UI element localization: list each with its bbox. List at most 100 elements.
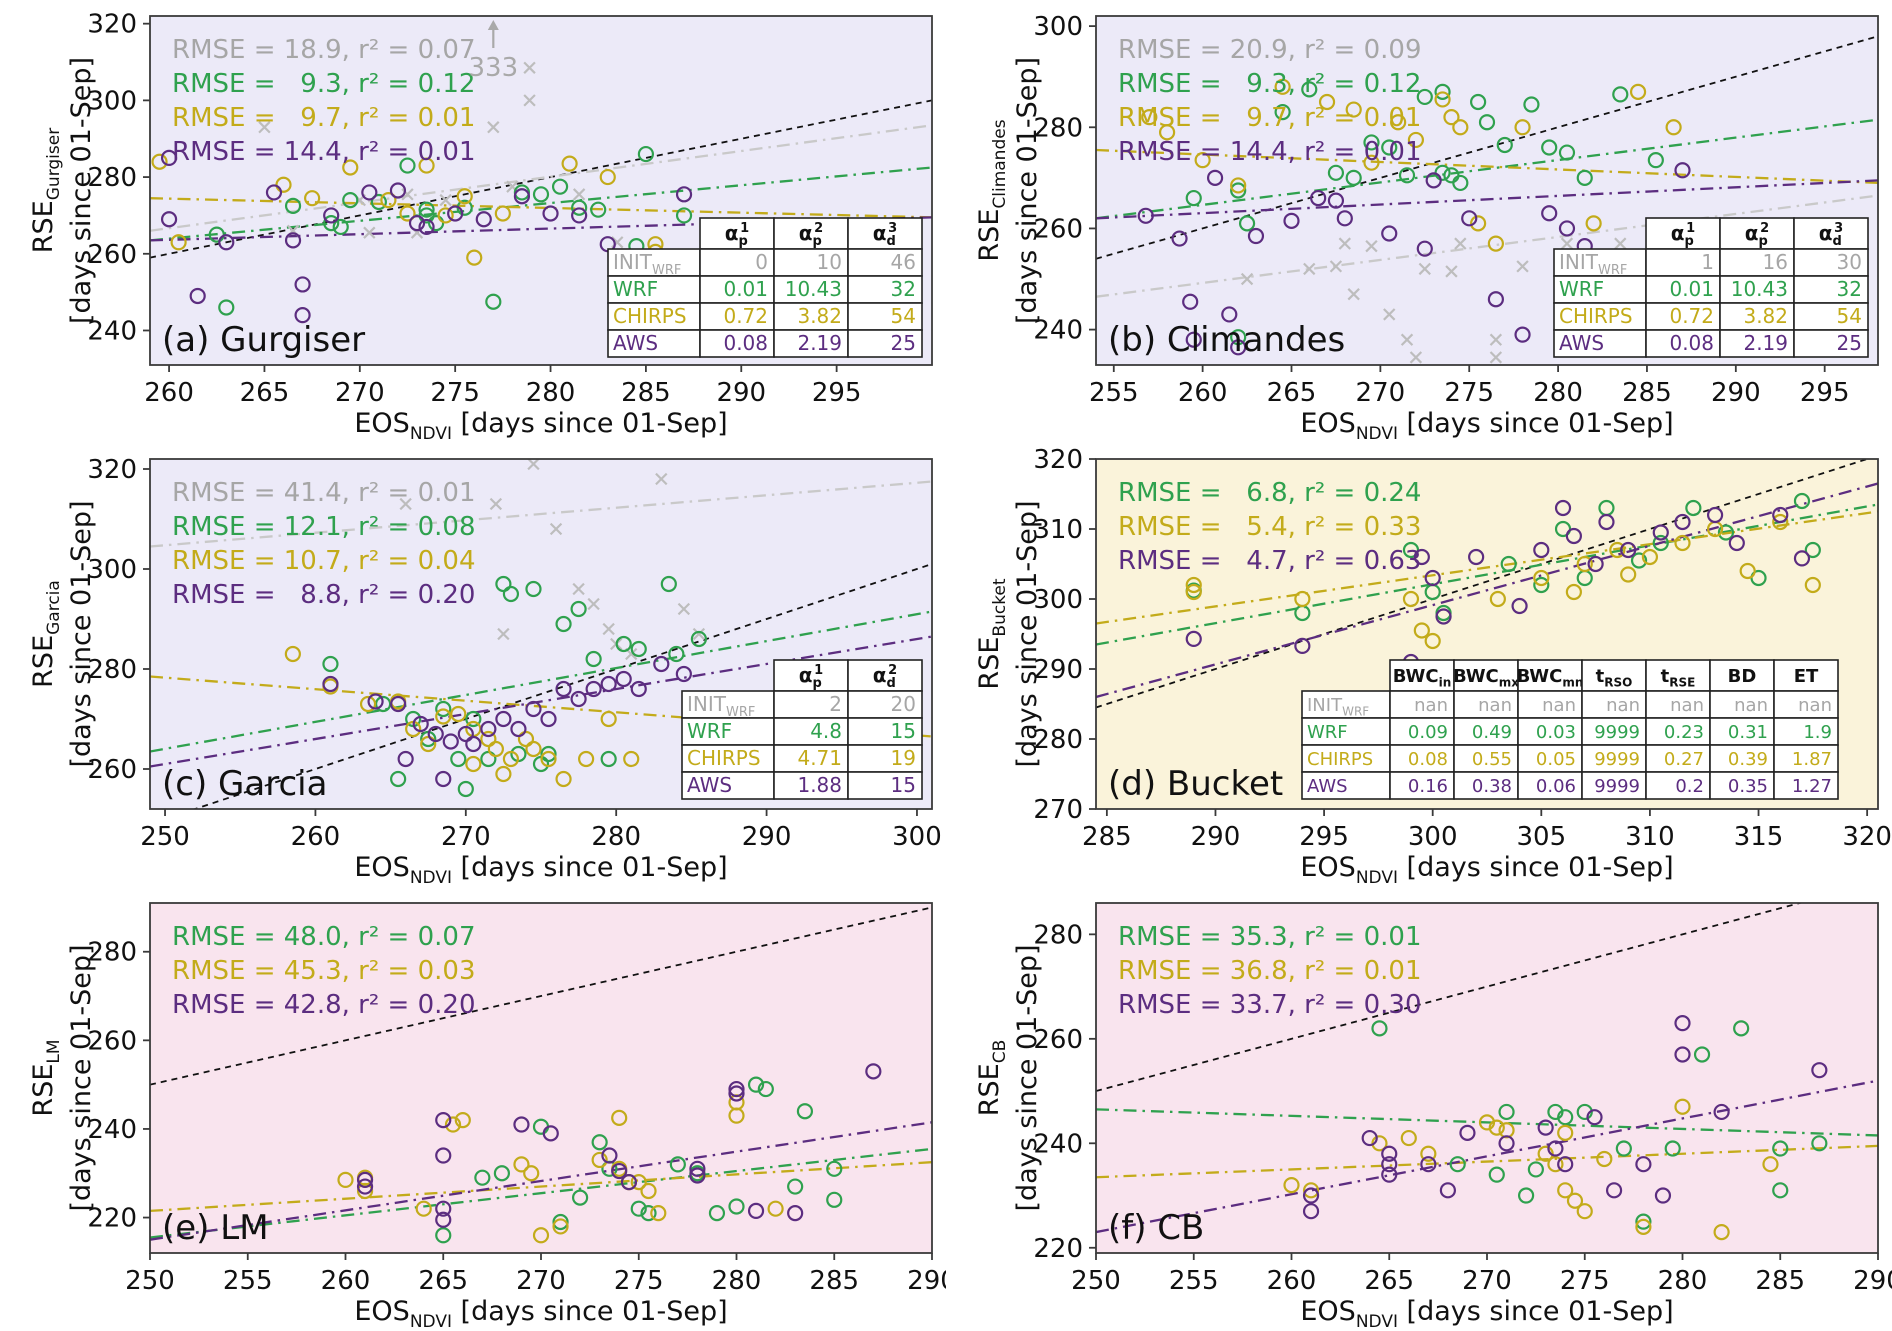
stats-line-gray: RMSE = 20.9, r² = 0.09 bbox=[1118, 35, 1421, 65]
circle-marker bbox=[689, 1167, 706, 1184]
cross-marker bbox=[587, 597, 600, 611]
circle-marker bbox=[1413, 622, 1430, 639]
table-header-cell bbox=[847, 659, 923, 692]
circle-marker bbox=[435, 1147, 452, 1164]
table-value: 0.2 bbox=[1675, 776, 1704, 797]
table-value: 0.35 bbox=[1728, 776, 1768, 797]
circle-marker bbox=[361, 184, 378, 201]
circle-marker bbox=[525, 740, 542, 758]
cross-marker bbox=[1329, 260, 1343, 273]
regression-line-purple bbox=[150, 635, 932, 768]
x-tick-label: 280 bbox=[1658, 1266, 1708, 1296]
circle-marker bbox=[1371, 1020, 1388, 1037]
stats-line-gray: RMSE = 41.4, r² = 0.01 bbox=[172, 478, 475, 508]
table-header-label: BWCmx bbox=[1453, 666, 1519, 690]
table-header-label: αd3 bbox=[873, 221, 897, 249]
x-tick-label: 275 bbox=[430, 378, 480, 408]
x-tick-label: 275 bbox=[1444, 378, 1494, 408]
circle-marker bbox=[359, 695, 377, 713]
cross-marker bbox=[1365, 239, 1378, 253]
circle-marker bbox=[1185, 189, 1202, 207]
circle-marker bbox=[600, 710, 617, 728]
circle-marker bbox=[1185, 630, 1202, 647]
circle-marker bbox=[1452, 119, 1469, 136]
circle-marker bbox=[1443, 109, 1460, 126]
axes-frame bbox=[1095, 15, 1879, 366]
cross-marker bbox=[399, 497, 412, 511]
table-value-cell bbox=[773, 690, 849, 719]
table-value-cell bbox=[1453, 744, 1519, 773]
table-value: 19 bbox=[891, 746, 916, 770]
circle-marker bbox=[408, 214, 426, 232]
cross-marker bbox=[1409, 351, 1423, 364]
circle-marker bbox=[525, 700, 542, 718]
y-tick-label: 300 bbox=[87, 555, 137, 585]
scatter-purple bbox=[1137, 162, 1691, 356]
circle-marker bbox=[689, 1160, 706, 1177]
table-row-label: AWS bbox=[1559, 331, 1604, 355]
circle-marker bbox=[1772, 506, 1789, 524]
table-header-label: ET bbox=[1794, 666, 1819, 687]
circle-marker bbox=[474, 1169, 491, 1186]
table-value: 10 bbox=[817, 250, 842, 274]
x-tick-label: 295 bbox=[1299, 822, 1349, 852]
circle-marker bbox=[1728, 534, 1745, 552]
cross-marker bbox=[677, 602, 691, 616]
x-tick-label: 295 bbox=[812, 378, 862, 408]
circle-marker bbox=[1206, 169, 1224, 186]
table-header-cell bbox=[1793, 217, 1869, 250]
circle-marker bbox=[1713, 1224, 1730, 1241]
circle-marker bbox=[1137, 207, 1154, 224]
circle-marker bbox=[1318, 93, 1336, 111]
cross-marker bbox=[572, 188, 586, 201]
panel-c-chart: 250 260 270 280 290 300 260 280 300 320 EOSNDVI [d… bbox=[28, 455, 942, 887]
circle-marker bbox=[1586, 1109, 1603, 1126]
circle-marker bbox=[728, 1107, 745, 1124]
circle-marker bbox=[1514, 326, 1531, 343]
circle-marker bbox=[1345, 101, 1362, 118]
table-row-label-cell bbox=[607, 329, 701, 358]
circle-marker bbox=[1652, 534, 1669, 552]
table-value-cell bbox=[1773, 771, 1839, 800]
circle-marker bbox=[502, 750, 520, 768]
table-value: 1.87 bbox=[1792, 749, 1832, 770]
circle-marker bbox=[1487, 235, 1504, 252]
circle-marker bbox=[1674, 162, 1691, 179]
circle-marker bbox=[640, 1182, 657, 1200]
table-value-cell bbox=[1517, 690, 1583, 719]
circle-marker bbox=[493, 1165, 510, 1182]
circle-marker bbox=[437, 207, 454, 224]
x-axis-label: EOSNDVI [days since 01-Sep] bbox=[1300, 852, 1673, 887]
table-value-cell bbox=[1709, 771, 1775, 800]
stats-line-green: RMSE = 35.3, r² = 0.01 bbox=[1118, 922, 1421, 952]
table-value-cell bbox=[773, 329, 849, 358]
stats-line-gray: RMSE = 18.9, r² = 0.07 bbox=[172, 35, 475, 65]
table-value: 46 bbox=[891, 250, 916, 274]
circle-marker bbox=[1693, 1046, 1711, 1063]
circle-marker bbox=[1158, 124, 1176, 141]
circle-marker bbox=[796, 1103, 814, 1120]
circle-marker bbox=[1274, 104, 1291, 121]
table-row-label-cell bbox=[681, 690, 775, 719]
table-value: 1 bbox=[1701, 250, 1714, 274]
circle-marker bbox=[1541, 139, 1558, 156]
table-row-label: WRF bbox=[1559, 277, 1604, 301]
circle-marker bbox=[540, 750, 557, 768]
cross-marker bbox=[1338, 237, 1351, 250]
table-value-cell bbox=[847, 690, 923, 719]
y-tick-label: 240 bbox=[1033, 316, 1083, 346]
circle-marker bbox=[1424, 632, 1441, 650]
circle-marker bbox=[767, 1200, 784, 1217]
circle-marker bbox=[523, 1165, 540, 1182]
cross-marker bbox=[1489, 351, 1503, 364]
circle-marker bbox=[1565, 527, 1582, 545]
table-value: 10.43 bbox=[785, 277, 842, 301]
circle-marker bbox=[620, 1174, 638, 1191]
circle-marker bbox=[1294, 590, 1311, 608]
table-value: 2 bbox=[829, 692, 842, 716]
x-tick-label: 260 bbox=[291, 822, 341, 852]
circle-marker bbox=[1363, 134, 1380, 151]
circle-marker bbox=[630, 1174, 647, 1191]
table-value-cell bbox=[1793, 275, 1869, 304]
scatter-yellow bbox=[284, 645, 640, 788]
